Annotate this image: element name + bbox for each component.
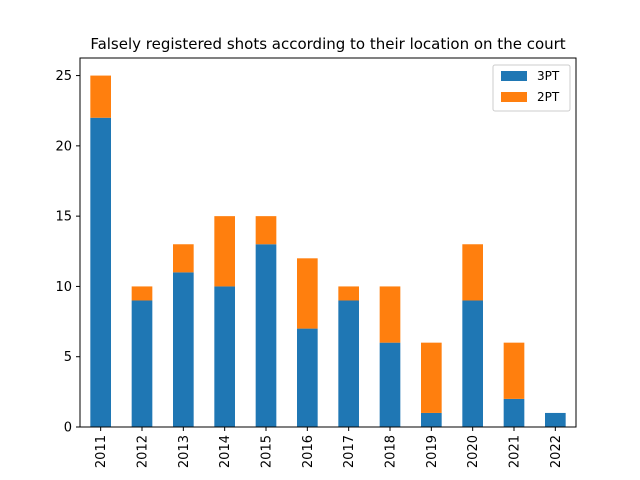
x-tick-label-2020: 2020 [466,435,481,468]
y-tick-label-15: 15 [55,210,72,225]
x-tick-label-2012: 2012 [136,435,151,468]
legend-label-2pt: 2PT [537,90,560,104]
bar-3pt-2016 [297,328,318,427]
y-tick-label-0: 0 [64,421,72,436]
bar-3pt-2020 [462,300,483,427]
x-tick-label-2018: 2018 [384,435,399,468]
legend-swatch-2pt [501,92,527,102]
x-tick-label-2011: 2011 [94,435,109,468]
bar-2pt-2017 [338,286,359,301]
bar-2pt-2019 [421,342,442,413]
x-tick-label-2022: 2022 [549,435,564,468]
x-tick-label-2019: 2019 [425,435,440,468]
bar-3pt-2021 [503,398,525,427]
bar-3pt-2012 [131,300,153,427]
bar-2pt-2021 [503,342,525,399]
y-tick-label-5: 5 [64,350,72,365]
bar-3pt-2017 [338,300,359,427]
bar-3pt-2013 [173,272,194,427]
y-axis: 0 5 10 15 20 25 [55,69,80,436]
bar-2pt-2011 [90,75,111,118]
bar-2pt-2015 [255,216,277,245]
bar-2pt-2012 [131,286,153,301]
y-tick-label-25: 25 [55,69,72,84]
legend-label-3pt: 3PT [537,69,560,83]
x-tick-label-2014: 2014 [218,435,233,468]
bar-2pt-2016 [297,258,318,329]
y-tick-label-10: 10 [55,280,72,295]
bar-2pt-2013 [173,244,194,273]
chart-title: Falsely registered shots according to th… [90,35,565,53]
bar-3pt-2015 [255,244,277,427]
legend-swatch-3pt [501,71,527,81]
bar-2pt-2018 [379,286,401,343]
bar-3pt-2014 [214,286,235,427]
bar-3pt-2018 [379,342,401,427]
bar-2pt-2014 [214,216,235,287]
bar-3pt-2011 [90,117,111,427]
bar-2pt-2020 [462,244,483,301]
x-tick-label-2016: 2016 [301,435,316,468]
bar-3pt-2022 [545,412,566,427]
plot-frame [79,57,577,428]
y-tick-label-20: 20 [55,139,72,154]
legend: 3PT 2PT [492,64,571,112]
x-axis: 2011 2012 2013 2014 2015 2016 2017 2018 2019 2020… [94,427,564,468]
x-tick-label-2015: 2015 [260,435,275,468]
bar-3pt-2019 [421,412,442,427]
x-tick-label-2021: 2021 [508,435,523,468]
x-tick-label-2013: 2013 [177,435,192,468]
bars-layer [90,75,566,427]
x-tick-label-2017: 2017 [342,435,357,468]
